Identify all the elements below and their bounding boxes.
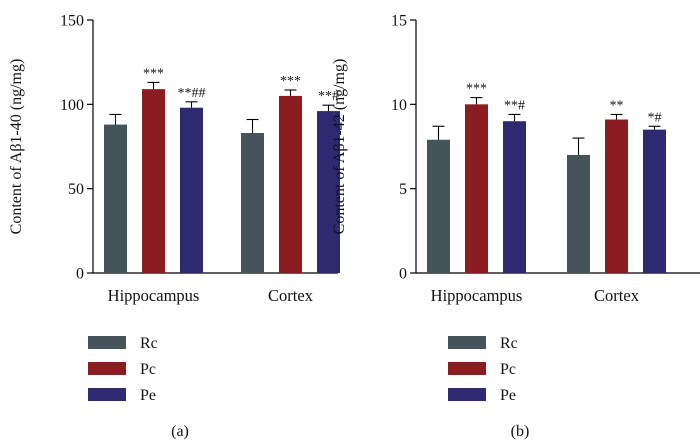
bar-rc-hippocampus	[104, 124, 127, 273]
significance-label: **	[610, 98, 624, 113]
x-tick-label: Cortex	[268, 286, 314, 305]
bar-pc-cortex	[605, 119, 628, 273]
legend-swatch-rc	[448, 336, 486, 349]
significance-label: **#	[318, 89, 339, 104]
significance-label: ***	[466, 82, 487, 97]
significance-label: **#	[504, 98, 525, 113]
legend-swatch-pc	[88, 362, 126, 375]
y-tick-label: 100	[60, 97, 84, 114]
y-tick-label: 15	[391, 13, 407, 30]
significance-label: ***	[143, 66, 164, 81]
legend-swatch-pe	[448, 388, 486, 401]
legend-label: Pc	[500, 361, 516, 378]
chart-panel-b: 0 5 10 15 Content of Aβ1-42 (ng/mg) *** **# Hip…	[331, 13, 700, 440]
legend-label: Pc	[140, 361, 156, 378]
bar-pc-hippocampus	[465, 104, 488, 273]
bar-pc-cortex	[279, 95, 302, 274]
legend-label: Pe	[140, 387, 156, 404]
significance-label: ***	[280, 74, 301, 89]
bar-rc-cortex	[241, 133, 264, 273]
legend-label: Pe	[500, 387, 516, 404]
legend-swatch-rc	[88, 336, 126, 349]
bar-pe-hippocampus	[503, 121, 526, 273]
y-tick-label: 50	[68, 181, 84, 198]
y-tick-label: 0	[399, 266, 407, 283]
y-tick-label: 5	[399, 181, 407, 198]
y-tick-label: 0	[76, 266, 84, 283]
y-axis-label: Content of Aβ1-40 (ng/mg)	[8, 59, 25, 235]
bar-pc-hippocampus	[142, 89, 165, 273]
significance-label: *#	[648, 110, 662, 125]
y-axis-label: Content of Aβ1-42 (ng/mg)	[331, 59, 348, 235]
bar-pe-cortex	[317, 111, 340, 273]
significance-label: **##	[178, 86, 206, 101]
x-tick-label: Cortex	[594, 286, 640, 305]
legend: Rc Pc Pe	[88, 335, 158, 404]
legend-label: Rc	[140, 335, 158, 352]
panel-label: (b)	[511, 423, 530, 440]
legend-label: Rc	[500, 335, 518, 352]
bar-rc-hippocampus	[427, 139, 450, 273]
x-tick-label: Hippocampus	[431, 286, 523, 305]
y-tick-label: 150	[60, 13, 84, 30]
bar-rc-cortex	[567, 154, 590, 273]
x-tick-label: Hippocampus	[108, 286, 200, 305]
legend-swatch-pc	[448, 362, 486, 375]
y-tick-label: 10	[391, 97, 407, 114]
legend: Rc Pc Pe	[448, 335, 518, 404]
legend-swatch-pe	[88, 388, 126, 401]
chart-panel-a: 0 50 100 150 Content of Aβ1-40 (ng/mg) *** **#…	[8, 13, 340, 440]
bar-pe-hippocampus	[180, 107, 203, 273]
panel-label: (a)	[171, 423, 189, 440]
bar-pe-cortex	[643, 129, 666, 273]
